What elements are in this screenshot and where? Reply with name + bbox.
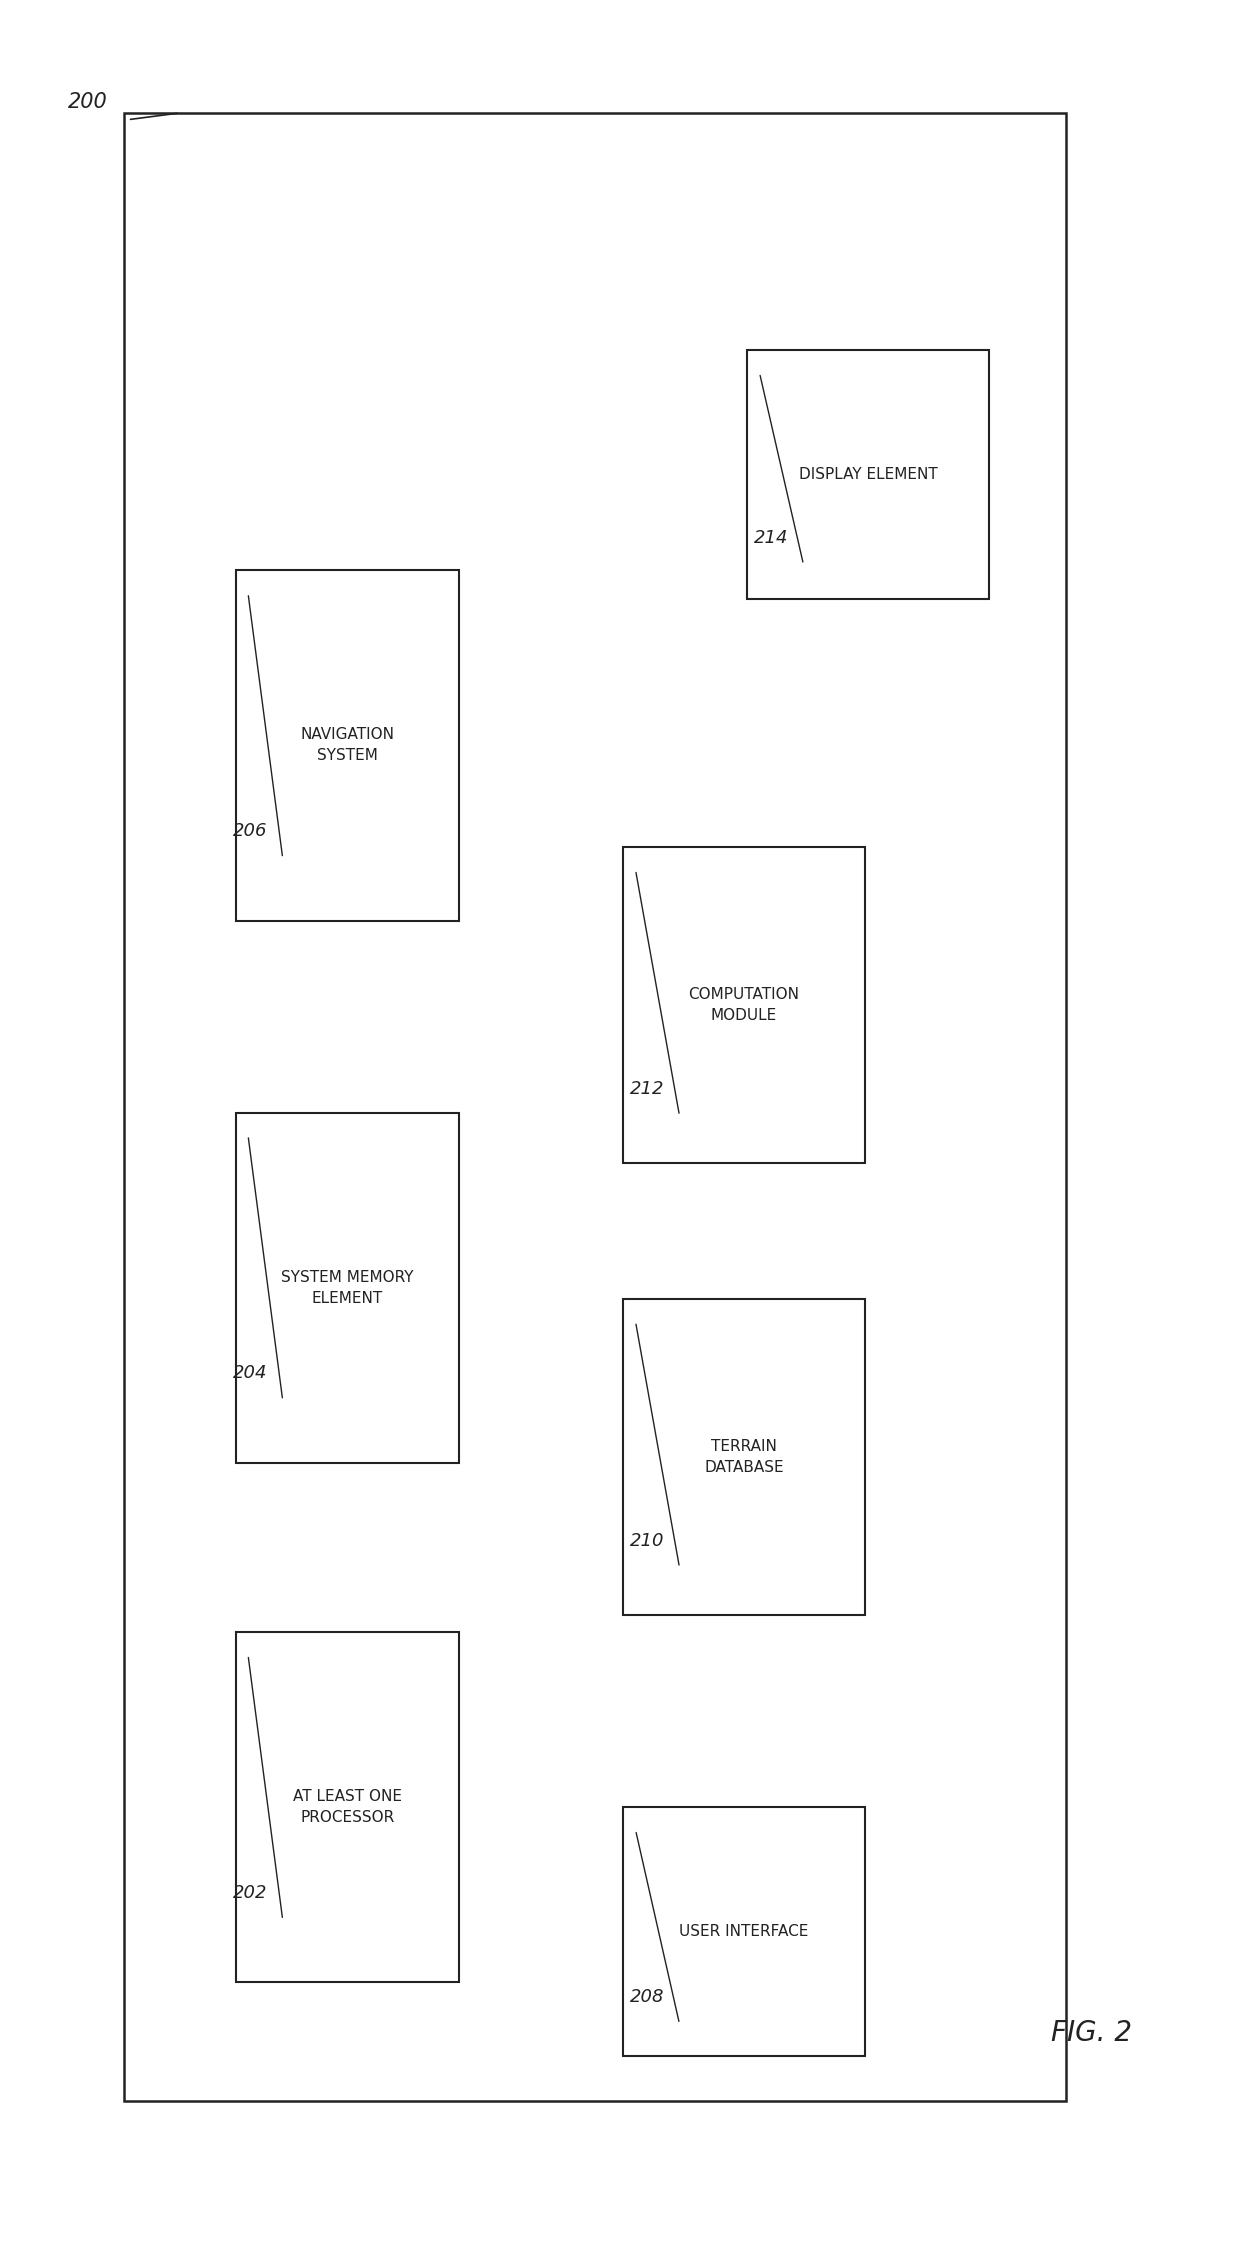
Text: NAVIGATION
SYSTEM: NAVIGATION SYSTEM — [300, 727, 394, 764]
Text: 212: 212 — [630, 1080, 665, 1098]
Bar — [622, 1299, 866, 1615]
Text: USER INTERFACE: USER INTERFACE — [680, 1925, 808, 1938]
Text: SYSTEM MEMORY
ELEMENT: SYSTEM MEMORY ELEMENT — [281, 1270, 413, 1306]
Text: 214: 214 — [754, 529, 789, 547]
Text: 208: 208 — [630, 1988, 665, 2006]
Text: 202: 202 — [233, 1884, 268, 1902]
Bar — [622, 1807, 866, 2056]
Text: 206: 206 — [233, 822, 268, 840]
Bar — [622, 847, 866, 1163]
Bar — [236, 572, 459, 922]
Bar — [236, 1114, 459, 1464]
Text: 200: 200 — [68, 93, 108, 111]
Bar — [124, 113, 1066, 2101]
Text: TERRAIN
DATABASE: TERRAIN DATABASE — [704, 1439, 784, 1475]
Text: COMPUTATION
MODULE: COMPUTATION MODULE — [688, 987, 800, 1023]
Bar — [746, 350, 988, 599]
Text: AT LEAST ONE
PROCESSOR: AT LEAST ONE PROCESSOR — [293, 1789, 402, 1825]
Bar — [236, 1631, 459, 1983]
Text: 204: 204 — [233, 1364, 268, 1383]
Text: DISPLAY ELEMENT: DISPLAY ELEMENT — [799, 468, 937, 481]
Text: 210: 210 — [630, 1532, 665, 1550]
Text: FIG. 2: FIG. 2 — [1050, 2020, 1132, 2047]
